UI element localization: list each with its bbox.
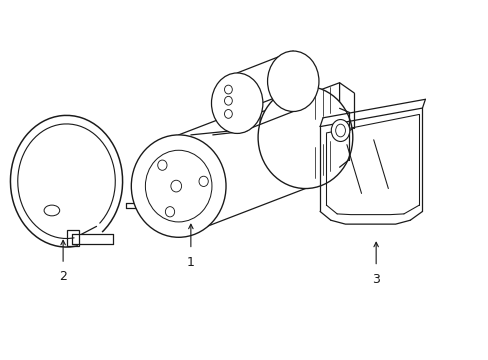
Ellipse shape xyxy=(330,120,349,141)
Ellipse shape xyxy=(199,176,208,186)
Ellipse shape xyxy=(258,86,352,189)
Ellipse shape xyxy=(158,160,167,170)
Text: 3: 3 xyxy=(371,273,379,286)
Polygon shape xyxy=(303,83,339,122)
Ellipse shape xyxy=(131,135,225,237)
Polygon shape xyxy=(260,105,287,131)
Ellipse shape xyxy=(224,109,232,118)
Ellipse shape xyxy=(170,180,181,192)
Ellipse shape xyxy=(211,73,263,134)
Polygon shape xyxy=(303,136,339,181)
Text: 1: 1 xyxy=(186,256,194,269)
Text: 2: 2 xyxy=(59,270,67,283)
Ellipse shape xyxy=(165,207,174,217)
Ellipse shape xyxy=(267,51,318,112)
Ellipse shape xyxy=(224,96,232,105)
Polygon shape xyxy=(67,230,79,246)
Ellipse shape xyxy=(224,85,232,94)
